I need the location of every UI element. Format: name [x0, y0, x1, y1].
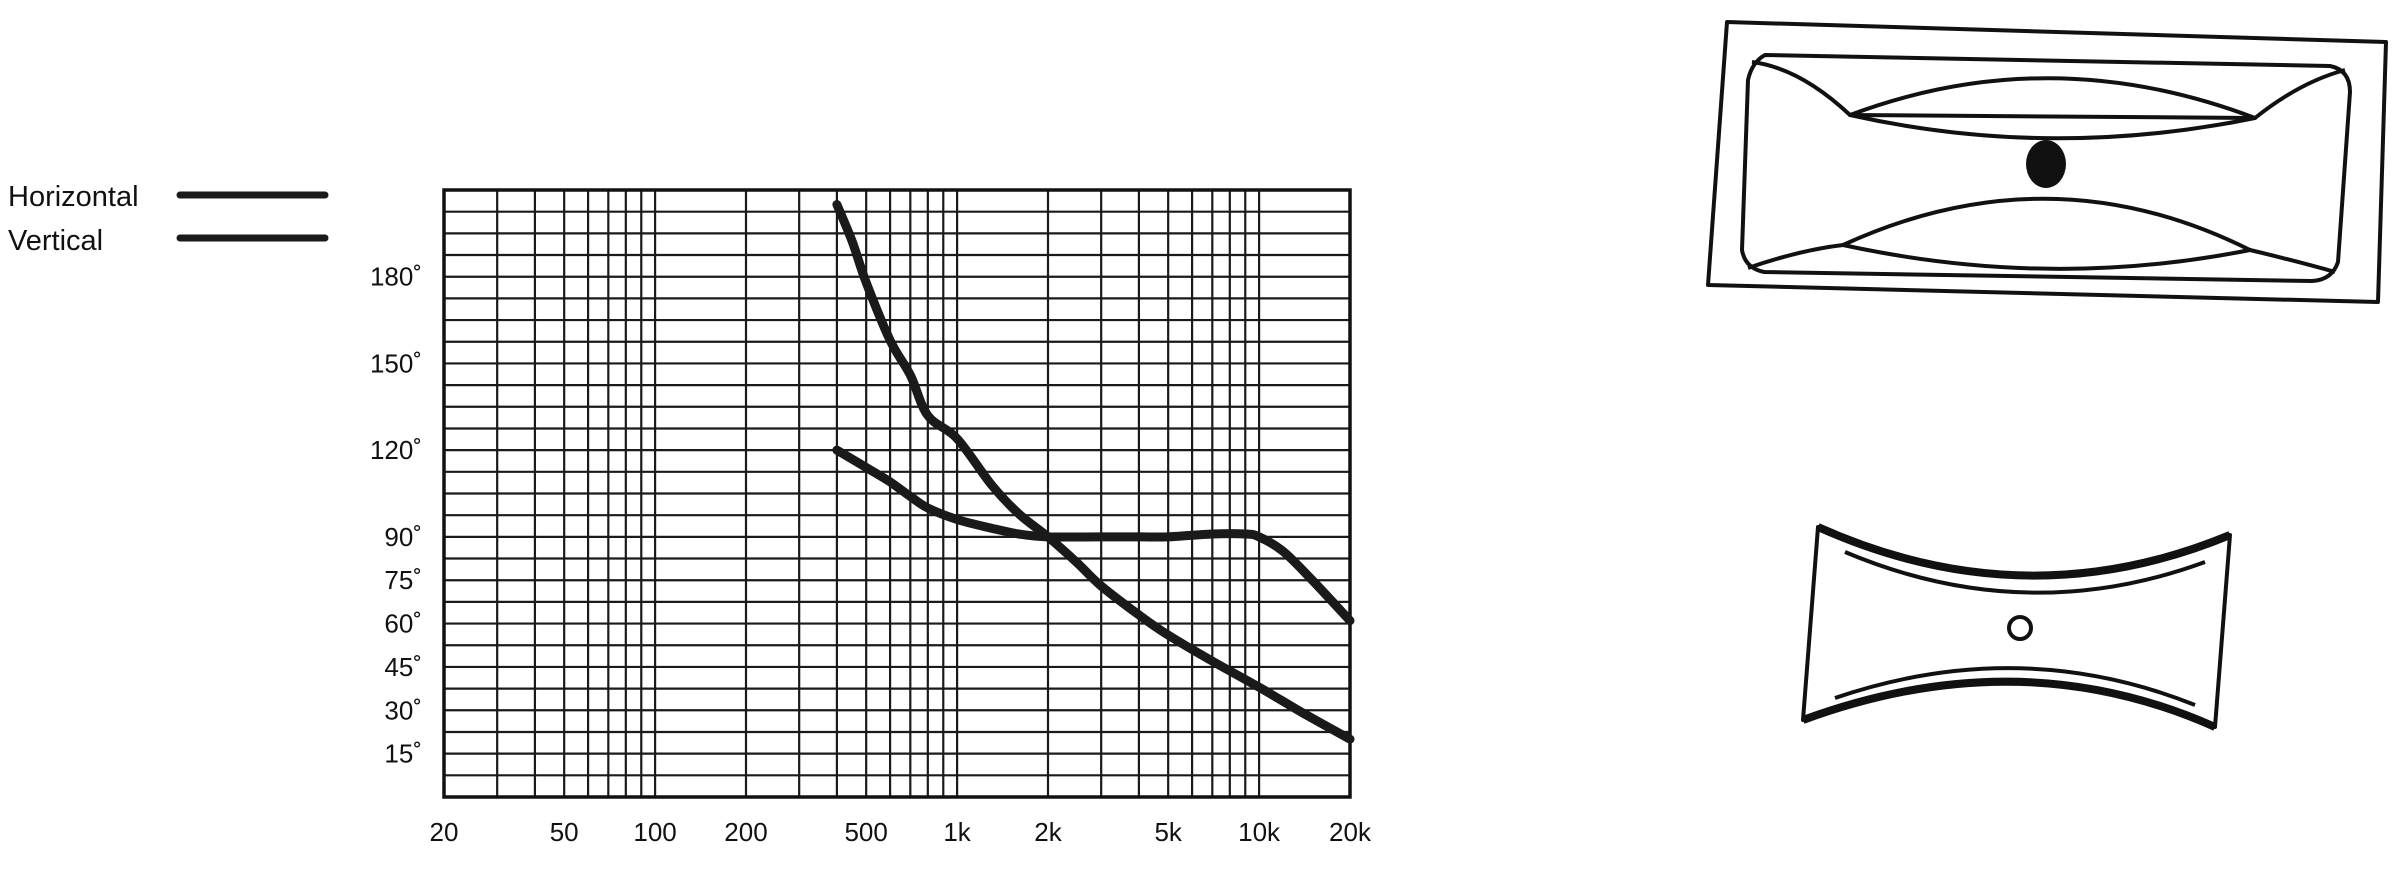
legend-label-vertical: Vertical	[8, 225, 103, 257]
x-tick-label: 1k	[943, 817, 971, 847]
y-tick-label: 30˚	[384, 695, 422, 725]
y-tick-label: 150˚	[370, 348, 422, 378]
horn-lower-flare-edges	[1747, 243, 2336, 274]
x-tick-label: 2k	[1034, 817, 1062, 847]
plot-area	[442, 188, 1355, 799]
x-axis-tick-labels: 20 50 100 200 500 1k 2k 5k 10k 20k	[430, 817, 1372, 847]
series-line-horizontal	[832, 445, 1355, 626]
horizontal-grid	[444, 210, 1350, 777]
horn-throat-dot-filled	[2026, 140, 2066, 188]
horn-top-edge	[1816, 523, 2232, 580]
horn-lower-inner-curve	[1834, 666, 2196, 707]
y-tick-label: 15˚	[384, 739, 422, 769]
y-tick-label: 45˚	[384, 652, 422, 682]
x-tick-label: 200	[724, 817, 767, 847]
y-tick-label: 60˚	[384, 609, 422, 639]
horn-throat-dot-open	[2007, 615, 2033, 641]
horn-outer-frame	[1706, 20, 2388, 304]
x-tick-label: 500	[844, 817, 887, 847]
horn-lower-lens	[1841, 196, 2252, 271]
horn-upper-lens	[1848, 76, 2257, 141]
horn-upper-inner-curve	[1844, 550, 2206, 595]
y-tick-label: 120˚	[370, 435, 422, 465]
x-tick-label: 20k	[1329, 817, 1372, 847]
legend: Horizontal Vertical	[8, 181, 329, 257]
x-tick-label: 10k	[1238, 817, 1281, 847]
horn-illustration-rectangular	[1706, 20, 2388, 304]
x-tick-label: 50	[550, 817, 579, 847]
horn-upper-flare-edges	[1751, 60, 2346, 120]
x-tick-label: 100	[633, 817, 676, 847]
y-tick-label: 90˚	[384, 522, 422, 552]
x-tick-label: 5k	[1154, 817, 1182, 847]
x-tick-label: 20	[430, 817, 459, 847]
series-line-vertical	[832, 200, 1355, 744]
series-layer	[832, 200, 1355, 744]
horn-mouth-outline	[1740, 53, 2352, 283]
horn-illustration-curved	[1801, 523, 2232, 731]
y-tick-label: 180˚	[370, 262, 422, 292]
legend-label-horizontal: Horizontal	[8, 181, 139, 213]
horn-bottom-edge	[1801, 677, 2217, 731]
y-tick-label: 75˚	[384, 565, 422, 595]
plot-frame	[442, 188, 1352, 799]
y-axis-tick-labels: 15˚ 30˚ 45˚ 60˚ 75˚ 90˚ 120˚ 150˚ 180˚	[370, 262, 422, 769]
